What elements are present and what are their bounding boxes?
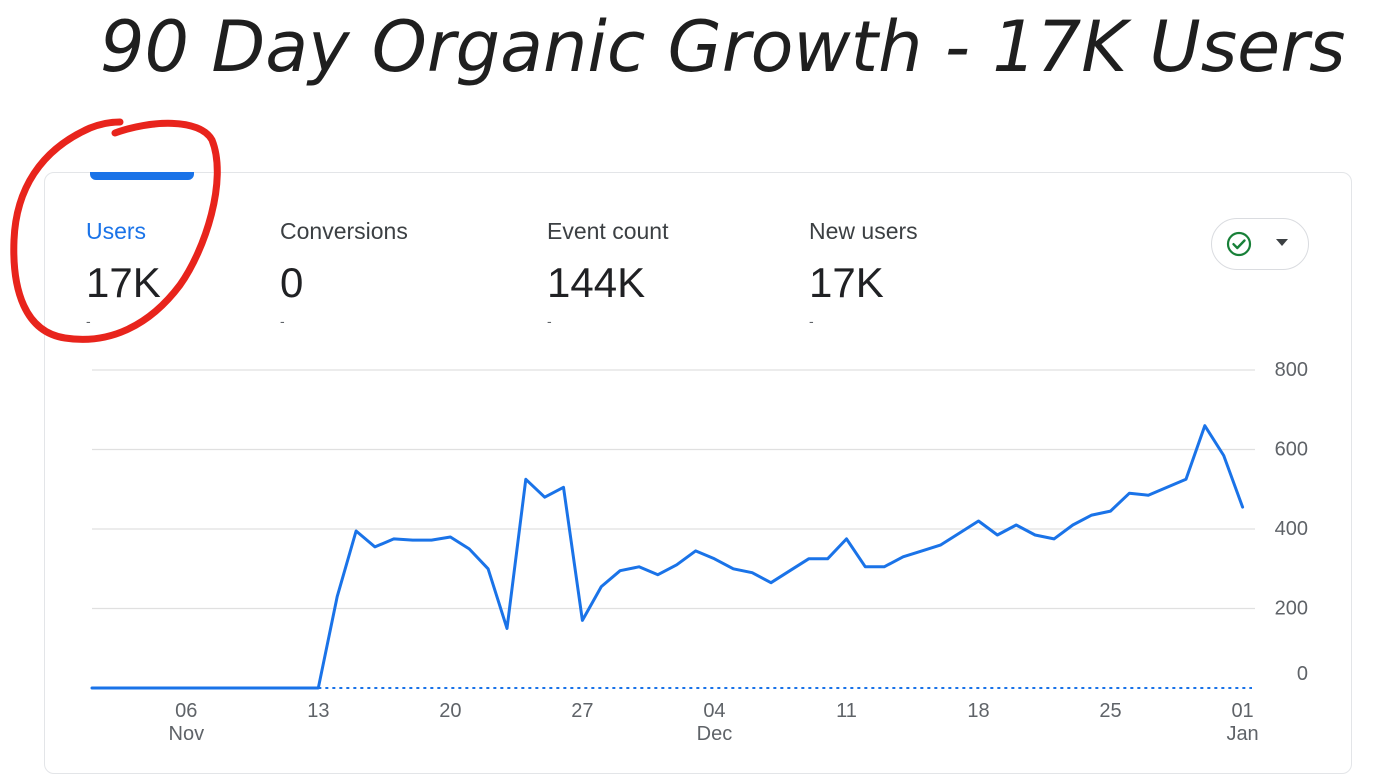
metric-delta: - bbox=[280, 313, 285, 329]
metric-value: 0 bbox=[280, 259, 304, 306]
y-tick-label: 0 bbox=[1297, 663, 1308, 685]
caret-down-icon bbox=[1276, 239, 1288, 246]
y-tick-label: 400 bbox=[1275, 518, 1308, 540]
x-tick-label: 25 bbox=[1099, 700, 1121, 722]
x-tick-label: 13 bbox=[307, 700, 329, 722]
x-tick-month-label: Nov bbox=[169, 723, 205, 745]
metric-delta: - bbox=[809, 313, 814, 329]
metric-new-users[interactable]: New users 17K - bbox=[809, 218, 918, 329]
y-tick-label: 200 bbox=[1275, 598, 1308, 620]
y-tick-label: 800 bbox=[1275, 359, 1308, 381]
x-tick-label: 20 bbox=[439, 700, 461, 722]
annotation-headline: 90 Day Organic Growth - 17K Users bbox=[100, 6, 1346, 88]
y-tick-label: 600 bbox=[1275, 439, 1308, 461]
x-tick-month-label: Dec bbox=[697, 723, 733, 745]
compare-dropdown-button[interactable] bbox=[1211, 218, 1309, 270]
x-tick-label: 27 bbox=[571, 700, 593, 722]
x-tick-label: 04 bbox=[703, 700, 725, 722]
x-tick-label: 18 bbox=[967, 700, 989, 722]
metric-label: Event count bbox=[547, 218, 669, 244]
x-tick-label: 06 bbox=[175, 700, 197, 722]
metric-delta: - bbox=[547, 313, 552, 329]
users-series-line bbox=[90, 424, 1245, 690]
metric-event-count[interactable]: Event count 144K - bbox=[547, 218, 668, 329]
check-circle-icon bbox=[1226, 231, 1252, 257]
report-card bbox=[44, 172, 1352, 774]
metric-conversions[interactable]: Conversions 0 - bbox=[280, 218, 408, 329]
metric-value: 17K bbox=[809, 259, 884, 306]
metric-label: New users bbox=[809, 218, 918, 244]
metric-label: Conversions bbox=[280, 218, 408, 244]
metric-value: 144K bbox=[547, 259, 646, 306]
x-tick-label: 01 bbox=[1231, 700, 1253, 722]
x-tick-label: 11 bbox=[836, 700, 857, 722]
x-tick-month-label: Jan bbox=[1226, 723, 1258, 745]
